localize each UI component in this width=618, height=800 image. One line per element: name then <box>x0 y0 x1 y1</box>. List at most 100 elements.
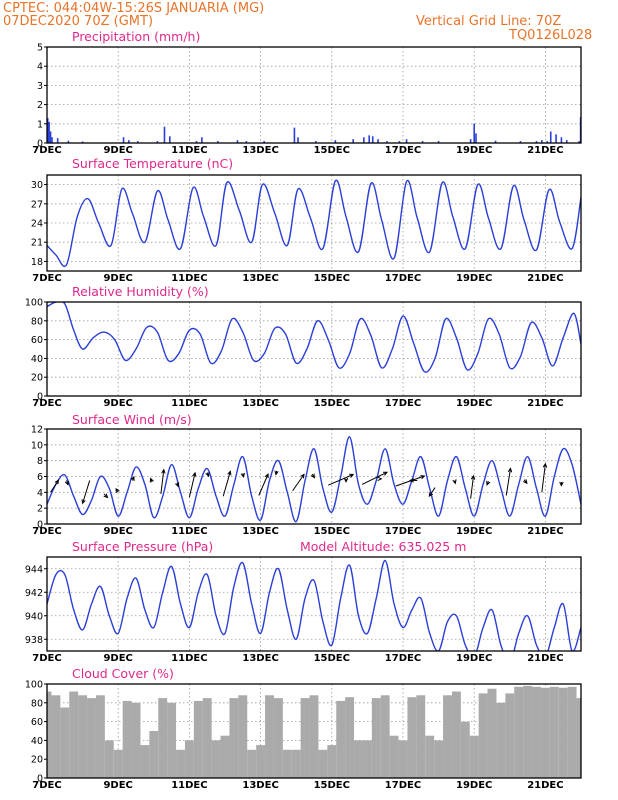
precipitation-bar <box>81 141 84 143</box>
wind-arrow-head <box>420 475 426 480</box>
wind-xtick-label: 15DEC <box>314 526 350 537</box>
precipitation-bar <box>46 118 49 143</box>
wind-ytick-label: 8 <box>37 456 43 467</box>
precip-xtick-label: 21DEC <box>527 145 563 156</box>
precipitation-bar <box>565 140 568 143</box>
cloud-cover-bar <box>176 749 185 778</box>
precipitation-bar <box>128 140 130 143</box>
pressure-xtick-label: 21DEC <box>527 653 563 664</box>
cloud-xtick-label: 15DEC <box>314 780 350 791</box>
rh-ytick-label: 40 <box>31 354 43 365</box>
cloud-cover-bar <box>265 695 274 778</box>
wind-arrow-head <box>192 471 197 477</box>
cloud-cover-bar <box>167 702 177 778</box>
cloud-ytick-label: 0 <box>37 774 43 785</box>
wind-arrow-head <box>54 479 60 485</box>
wind-arrow-head <box>227 470 232 476</box>
precipitation-bar <box>473 123 475 143</box>
precipitation-bar <box>386 141 388 143</box>
precip-xtick-label: 17DEC <box>385 145 421 156</box>
precipitation-bar <box>519 141 522 143</box>
rh-frame <box>46 301 582 397</box>
wind-arrow-shaft <box>470 475 474 499</box>
cloud-cover-bar <box>460 721 470 778</box>
pressure-title: Surface Pressure (hPa) <box>72 539 213 554</box>
precip-ytick-label: 2 <box>37 100 43 111</box>
cloud-cover-bar <box>140 745 150 778</box>
precip-xtick-label: 11DEC <box>171 145 207 156</box>
cloud-cover-bar <box>487 688 497 778</box>
cloud-cover-title: Cloud Cover (%) <box>72 666 174 681</box>
wind-arrow-shaft <box>505 468 512 496</box>
precipitation-bar <box>437 141 440 143</box>
cloud-cover-bar <box>211 740 221 778</box>
wind-arrow-head <box>408 478 414 483</box>
wind-ytick-label: 12 <box>31 425 43 436</box>
wind-arrow-head <box>428 492 434 498</box>
rh-xtick-label: 9DEC <box>103 398 132 409</box>
cloud-cover-bar <box>122 700 132 778</box>
cloud-cover-bar <box>469 735 479 778</box>
rh-xtick-label: 19DEC <box>456 398 492 409</box>
temp-xtick-label: 21DEC <box>527 273 563 284</box>
humidity-title: Relative Humidity (%) <box>72 284 209 299</box>
precipitation-bar <box>560 137 563 143</box>
cloud-cover-bar <box>184 740 194 778</box>
wind-arrow-head <box>377 476 383 482</box>
precip-ytick-label: 0 <box>37 139 43 150</box>
model-altitude: Model Altitude: 635.025 m <box>300 539 466 554</box>
cloud-xtick-label: 9DEC <box>103 780 132 791</box>
wind-arrow-shaft <box>292 474 305 492</box>
rh-ytick-label: 80 <box>31 316 43 327</box>
cloud-ytick-label: 60 <box>31 717 43 728</box>
cloud-ytick-label: 100 <box>25 680 43 691</box>
precipitation-bar <box>236 140 239 143</box>
precipitation-bar <box>49 131 52 143</box>
cloud-cover-bar <box>451 691 461 778</box>
precipitation-bar <box>56 138 59 143</box>
cloud-cover-bar <box>532 686 541 778</box>
pressure-xtick-label: 11DEC <box>171 653 207 664</box>
cloud-xtick-label: 11DEC <box>171 780 207 791</box>
wind-arrow-head <box>343 477 349 483</box>
cloud-cover-bar <box>514 686 524 778</box>
wind-arrow-head <box>81 499 86 505</box>
precipitation-bar <box>51 137 53 143</box>
wind-arrow-shaft <box>328 474 354 486</box>
cloud-cover-bar <box>336 700 346 778</box>
cloud-cover-bar <box>104 740 114 778</box>
precipitation-bar <box>469 139 472 143</box>
wind-arrow-head <box>205 472 210 478</box>
temp-ytick-label: 27 <box>31 199 43 210</box>
cloud-cover-bar <box>131 702 141 778</box>
rh-ytick-label: 20 <box>31 373 43 384</box>
pressure-xtick-label: 15DEC <box>314 653 350 664</box>
cloud-cover-bar <box>478 693 488 778</box>
wind-arrow-head <box>130 475 135 481</box>
rh-xtick-label: 13DEC <box>242 398 278 409</box>
wind-arrow-head <box>507 467 513 473</box>
rh-xtick-label: 15DEC <box>314 398 350 409</box>
precipitation-bar <box>334 140 337 143</box>
precipitation-bar <box>352 139 354 143</box>
precipitation-bar <box>541 140 543 143</box>
precipitation-bar <box>156 141 159 143</box>
wind-arrow-head <box>274 470 279 476</box>
wind-arrow-shaft <box>541 463 546 493</box>
temp-ytick-label: 24 <box>31 219 43 230</box>
pressure-ytick-label: 944 <box>25 564 43 575</box>
wind-arrow-head <box>300 473 305 479</box>
wind-arrow-head <box>542 462 548 468</box>
wind-arrow-head <box>559 481 564 487</box>
temp-ytick-label: 18 <box>31 257 43 268</box>
wind-arrow-head <box>264 473 269 479</box>
wind-ytick-label: 10 <box>31 440 43 451</box>
cloud-ytick-label: 80 <box>31 698 43 709</box>
precipitation-bar <box>398 141 401 143</box>
cloud-cover-bar <box>113 749 123 778</box>
precipitation-bar <box>578 141 581 143</box>
wind-ytick-label: 4 <box>37 488 43 499</box>
precipitation-bar <box>314 141 317 143</box>
cloud-cover-bar <box>416 695 426 778</box>
